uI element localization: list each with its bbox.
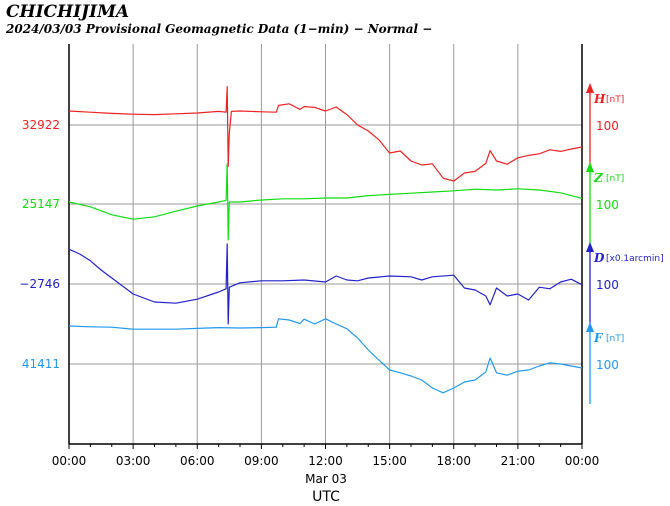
scale-arrow-head-f — [586, 322, 594, 332]
x-tick-label: 18:00 — [436, 454, 471, 468]
series-name-f: F — [593, 331, 604, 345]
series-line-d — [68, 243, 583, 325]
series-unit-f: [nT] — [606, 334, 624, 344]
series-name-z: Z — [593, 171, 604, 185]
series-base-value-z: 25147 — [22, 197, 60, 211]
series-line-h — [68, 86, 583, 182]
x-tick-label: 21:00 — [501, 454, 536, 468]
x-tick-label: 15:00 — [372, 454, 407, 468]
series-base-value-h: 32922 — [22, 118, 60, 132]
x-date-label: Mar 03 — [305, 472, 347, 486]
chart-title: CHICHIJIMA — [6, 2, 129, 22]
x-axis-label: UTC — [312, 489, 340, 505]
series-name-d: D — [593, 251, 605, 265]
scale-arrow-head-d — [586, 242, 594, 252]
series-unit-d: [x0.1arcmin] — [606, 254, 664, 264]
scale-arrow-head-z — [586, 162, 594, 172]
series-line-f — [68, 318, 583, 394]
series-name-h: H — [593, 92, 606, 106]
series-scale-d: 100 — [596, 278, 619, 292]
x-tick-label: 00:00 — [565, 454, 600, 468]
chart-subtitle: 2024/03/03 Provisional Geomagnetic Data … — [5, 22, 432, 36]
series-unit-z: [nT] — [606, 174, 624, 184]
series-layer: 32922 25147 −2746 41411 — [19, 86, 583, 394]
series-base-value-f: 41411 — [22, 357, 60, 371]
series-base-value-d: −2746 — [19, 277, 60, 291]
scale-arrow-head-h — [586, 83, 594, 93]
x-tick-label: 09:00 — [244, 454, 279, 468]
x-tick-label: 03:00 — [116, 454, 151, 468]
series-scale-h: 100 — [596, 119, 619, 133]
x-tick-label: 12:00 — [308, 454, 343, 468]
grid-lines — [69, 44, 582, 444]
series-scale-z: 100 — [596, 198, 619, 212]
x-axis: 00:00 03:00 06:00 09:00 12:00 15:00 18:00 21:00… — [52, 444, 600, 468]
x-tick-label: 00:00 — [52, 454, 87, 468]
x-tick-label: 06:00 — [180, 454, 215, 468]
series-unit-h: [nT] — [606, 95, 624, 105]
series-scale-f: 100 — [596, 358, 619, 372]
series-line-z — [68, 163, 583, 241]
